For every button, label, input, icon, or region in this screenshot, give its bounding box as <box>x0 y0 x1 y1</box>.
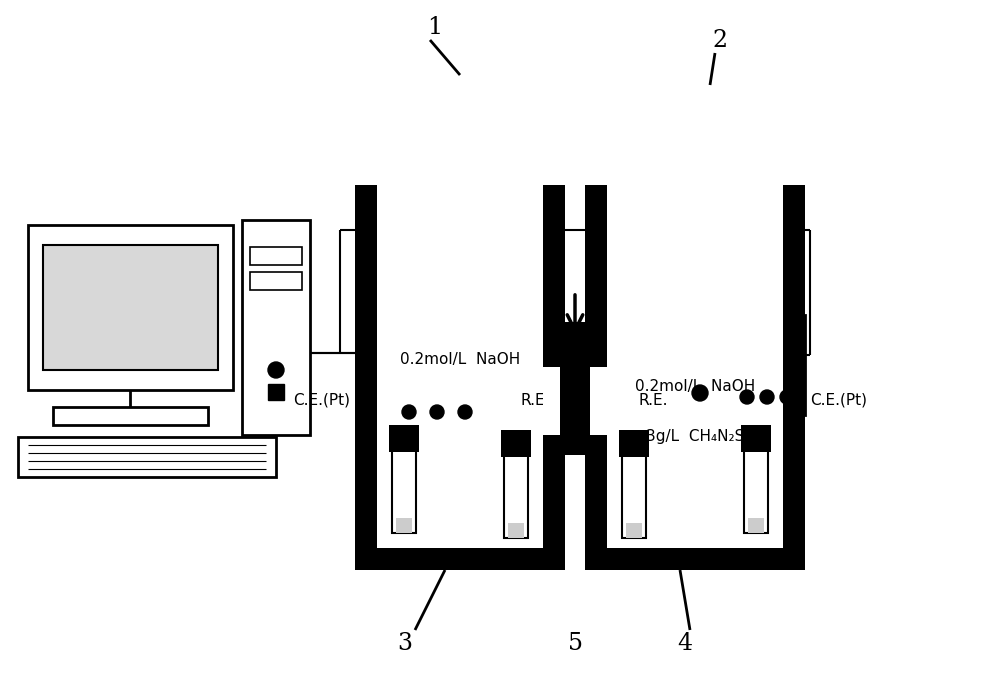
Bar <box>435 337 517 385</box>
Polygon shape <box>655 267 800 315</box>
Bar <box>508 523 524 538</box>
Polygon shape <box>365 260 530 315</box>
Bar <box>396 518 412 533</box>
Bar <box>565 322 585 347</box>
Text: C.E.(Pt): C.E.(Pt) <box>293 393 350 408</box>
Bar <box>607 185 783 548</box>
Text: 1: 1 <box>427 16 443 38</box>
Bar <box>718 335 750 367</box>
Bar <box>560 347 590 455</box>
Circle shape <box>268 362 284 378</box>
Bar <box>748 518 764 533</box>
Bar <box>389 425 419 452</box>
Bar <box>741 425 771 452</box>
Bar <box>268 384 284 400</box>
Text: 5: 5 <box>568 632 582 654</box>
Bar <box>355 185 565 570</box>
Bar <box>585 185 805 570</box>
Circle shape <box>780 390 794 404</box>
Bar <box>53 407 208 425</box>
Bar <box>360 315 535 430</box>
Bar <box>504 435 528 538</box>
Bar <box>543 435 607 455</box>
Circle shape <box>458 405 472 419</box>
Text: R.E.: R.E. <box>521 393 550 408</box>
Text: 3: 3 <box>398 632 413 654</box>
Bar <box>28 225 233 390</box>
Text: 0.2mol/L  NaOH: 0.2mol/L NaOH <box>635 379 755 393</box>
Bar <box>392 430 416 533</box>
Bar <box>543 347 607 367</box>
Text: 4: 4 <box>677 632 693 654</box>
Bar <box>543 367 607 435</box>
Bar <box>650 315 805 415</box>
Text: 2: 2 <box>712 29 728 51</box>
Bar <box>622 435 646 538</box>
Bar <box>43 245 218 370</box>
Text: R.E.: R.E. <box>639 393 668 408</box>
Bar <box>18 437 276 477</box>
Bar <box>626 523 642 538</box>
Bar <box>744 430 768 533</box>
Text: C.E.(Pt): C.E.(Pt) <box>810 393 867 408</box>
Circle shape <box>402 405 416 419</box>
Text: 0.2mol/L  NaOH: 0.2mol/L NaOH <box>400 351 520 366</box>
Circle shape <box>740 390 754 404</box>
Circle shape <box>692 385 708 401</box>
Bar <box>250 247 302 265</box>
Bar <box>242 220 310 435</box>
Circle shape <box>760 390 774 404</box>
Bar <box>660 335 708 367</box>
Text: 3g/L  CH₄N₂S: 3g/L CH₄N₂S <box>646 429 744 443</box>
Bar <box>501 430 531 457</box>
Bar <box>250 272 302 290</box>
Bar <box>619 430 649 457</box>
Circle shape <box>430 405 444 419</box>
Bar <box>377 185 543 548</box>
